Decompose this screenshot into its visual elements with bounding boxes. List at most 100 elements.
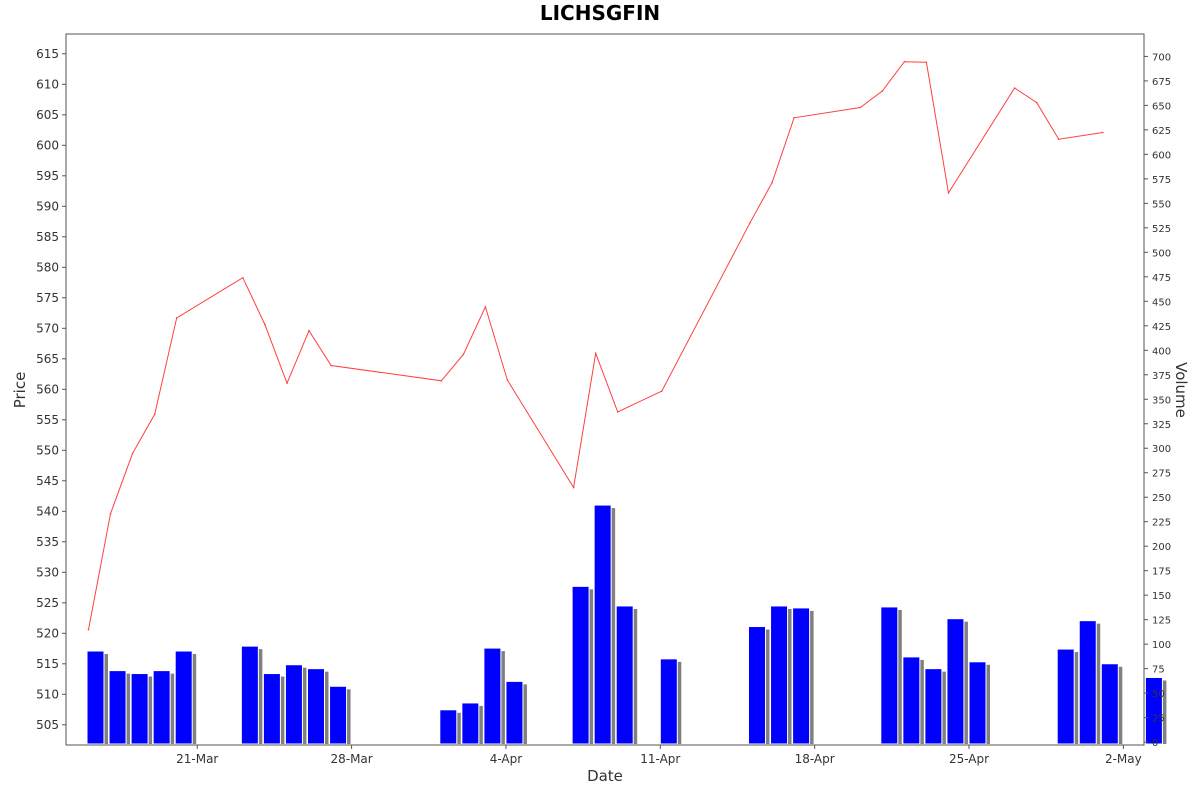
volume-tick-label: 50 — [1152, 689, 1165, 700]
volume-bar — [130, 673, 149, 745]
volume-tick-label: 125 — [1152, 616, 1171, 627]
volume-bar — [284, 664, 303, 745]
price-tick-label: 600 — [36, 138, 59, 152]
volume-tick-label: 275 — [1152, 469, 1171, 480]
volume-bar — [152, 670, 171, 745]
price-point — [572, 486, 575, 489]
volume-tick-label: 450 — [1152, 297, 1171, 308]
price-point — [881, 90, 884, 92]
price-point — [506, 379, 509, 381]
date-tick-label: 25-Apr — [949, 752, 989, 766]
date-tick-label: 28-Mar — [330, 752, 372, 766]
price-tick-label: 580 — [36, 260, 59, 274]
volume-tick-label: 250 — [1152, 493, 1171, 504]
volume-tick-label: 425 — [1152, 322, 1171, 333]
volume-bar — [770, 605, 789, 745]
price-tick-label: 535 — [36, 535, 59, 549]
volume-tick-label: 575 — [1152, 175, 1171, 186]
volume-tick-label: 650 — [1152, 101, 1171, 112]
price-tick-label: 545 — [36, 474, 59, 488]
volume-bar — [483, 647, 502, 745]
price-point — [330, 364, 332, 367]
volume-bar — [439, 709, 458, 745]
volume-bar — [505, 680, 524, 745]
price-point — [661, 390, 663, 392]
price-point — [440, 380, 443, 382]
volume-tick-label: 150 — [1152, 591, 1171, 602]
price-point — [1057, 138, 1060, 140]
volume-tick-label: 400 — [1152, 346, 1171, 357]
volume-bar — [659, 658, 678, 745]
chart-title: LICHSGFIN — [540, 1, 660, 25]
volume-bar — [461, 702, 480, 745]
volume-tick-label: 0 — [1152, 738, 1158, 749]
price-tick-label: 525 — [36, 596, 59, 610]
volume-bar — [174, 650, 193, 745]
volume-bar — [571, 585, 590, 745]
volume-bar — [1056, 648, 1075, 745]
volume-tick-label: 175 — [1152, 567, 1171, 578]
date-tick-label: 2-May — [1105, 752, 1142, 766]
volume-tick-label: 675 — [1152, 77, 1171, 88]
price-point — [109, 512, 112, 515]
volume-bar — [593, 504, 612, 745]
price-point — [264, 323, 266, 326]
volume-bar — [307, 668, 325, 745]
price-point — [793, 117, 795, 119]
date-tick-label: 18-Apr — [795, 752, 835, 766]
price-tick-label: 610 — [36, 77, 59, 91]
price-tick-label: 615 — [36, 47, 59, 61]
volume-bar — [1100, 663, 1119, 745]
volume-axis: 0 25 50 75 100 125 150 175 200 225 250 275 300 325 350… — [1144, 52, 1171, 749]
volume-tick-label: 75 — [1152, 665, 1165, 676]
price-tick-label: 605 — [36, 108, 59, 122]
price-tick-label: 540 — [36, 504, 59, 518]
price-point — [175, 317, 178, 319]
price-tick-label: 570 — [36, 321, 59, 335]
volume-bar — [1144, 676, 1163, 745]
price-point — [616, 411, 619, 413]
date-tick-label: 4-Apr — [490, 752, 523, 766]
price-point — [153, 413, 156, 416]
volume-bar — [946, 618, 965, 745]
price-tick-label: 555 — [36, 413, 59, 427]
volume-tick-label: 550 — [1152, 199, 1171, 210]
y-axis-label: Price — [11, 372, 29, 409]
price-point — [903, 60, 906, 63]
y2-axis-label: Volume — [1172, 362, 1190, 418]
volume-tick-label: 225 — [1152, 518, 1171, 529]
price-tick-label: 590 — [36, 199, 59, 213]
price-tick-label: 595 — [36, 169, 59, 183]
price-tick-label: 550 — [36, 443, 59, 457]
price-line-layer — [87, 60, 1104, 631]
price-tick-label: 505 — [36, 718, 59, 732]
price-point — [947, 192, 950, 194]
volume-tick-label: 325 — [1152, 420, 1171, 431]
volume-tick-label: 375 — [1152, 371, 1171, 382]
price-point — [484, 306, 487, 308]
volume-bar — [108, 670, 127, 745]
volume-bar — [792, 607, 811, 745]
volume-tick-label: 500 — [1152, 248, 1171, 259]
price-line — [88, 61, 1103, 630]
volume-tick-label: 350 — [1152, 395, 1171, 406]
price-point — [859, 106, 862, 109]
price-point — [771, 181, 773, 184]
price-axis: 505 510 515 520 525 530 535 540 545 550 555 560 565 5… — [36, 47, 66, 732]
price-tick-label: 585 — [36, 230, 59, 244]
price-point — [308, 329, 310, 332]
x-axis-label: Date — [587, 767, 623, 785]
price-tick-label: 530 — [36, 565, 59, 579]
volume-tick-label: 700 — [1152, 52, 1171, 63]
volume-bar — [748, 626, 766, 745]
price-tick-label: 560 — [36, 382, 59, 396]
volume-bar — [902, 656, 921, 745]
volume-bars — [86, 504, 1167, 745]
price-point — [286, 382, 288, 385]
price-point — [242, 276, 244, 279]
price-point — [1035, 101, 1038, 104]
volume-bar — [86, 650, 105, 745]
volume-tick-label: 300 — [1152, 444, 1171, 455]
price-tick-label: 515 — [36, 657, 59, 671]
